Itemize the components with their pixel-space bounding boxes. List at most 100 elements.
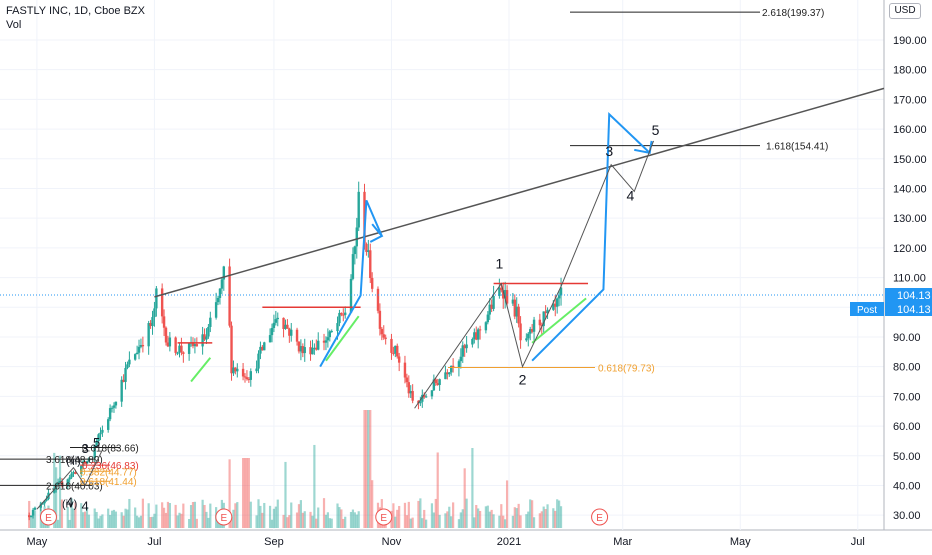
ascending-trendline [154, 87, 885, 298]
candle-body [555, 298, 559, 307]
candle-body [301, 346, 305, 354]
volume-bar [66, 507, 69, 528]
candle-body [336, 323, 339, 332]
price-tick-label: 160.00 [893, 124, 927, 136]
volume-bar [128, 498, 131, 528]
volume-bar [139, 515, 143, 528]
candle-body [203, 334, 206, 340]
volume-bar [189, 505, 193, 528]
price-tick-label: 170.00 [893, 94, 927, 106]
candle-body [45, 499, 48, 501]
candle-body [527, 333, 530, 339]
candle-body [392, 352, 395, 354]
candle-body [290, 329, 293, 336]
projection-arrow [369, 223, 384, 243]
candle-body [164, 327, 168, 343]
volume-bar [147, 503, 150, 528]
volume-bar [299, 500, 302, 528]
candle-body [122, 379, 125, 382]
earnings-marker [375, 508, 393, 526]
volume-bar [342, 518, 345, 528]
candle-body [554, 303, 557, 307]
chart-header: FASTLY INC, 1D, Cboe BZX Vol [6, 4, 145, 32]
volume-bar [411, 517, 414, 528]
volume-bar [93, 508, 96, 528]
candle-body [41, 503, 44, 505]
volume-bar [403, 502, 407, 528]
volume-bar [371, 480, 374, 528]
fib-level-label: 1.618(154.41) [766, 142, 828, 153]
time-tick-label: May [730, 536, 751, 548]
price-tick-label: 150.00 [893, 154, 927, 166]
candle-body [473, 332, 476, 340]
volume-bar [124, 508, 127, 528]
candle-body [457, 361, 461, 368]
volume-bar [295, 512, 299, 528]
volume-bar [107, 508, 110, 528]
volume-bar [83, 511, 87, 528]
volume-bar [241, 458, 245, 528]
candle-body [421, 394, 424, 402]
candle-body [459, 356, 463, 362]
volume-bar [301, 512, 304, 528]
volume-bar [122, 515, 125, 528]
volume-bar [502, 515, 505, 528]
projection-arrow [634, 140, 653, 155]
volume-bar [110, 510, 114, 528]
candle-body [382, 334, 385, 338]
volume-bar [349, 511, 353, 528]
candles [27, 181, 563, 521]
volume-label: Vol [6, 19, 22, 31]
candle-body [326, 337, 330, 341]
candle-body [405, 377, 409, 383]
candle-body [276, 317, 279, 320]
candle-body [471, 339, 474, 345]
volume-bar [409, 518, 412, 528]
candle-body [557, 295, 561, 299]
volume-bar [249, 501, 252, 528]
candle-body [162, 316, 166, 328]
price-tick-label: 40.00 [893, 480, 921, 492]
price-tick-label: 190.00 [893, 35, 927, 47]
candle-body [228, 266, 231, 326]
volume-bar [552, 508, 555, 528]
time-tick-label: May [27, 536, 48, 548]
candle-body [31, 509, 35, 516]
volume-bar [99, 515, 102, 528]
volume-bar [457, 519, 461, 528]
volume-bar [477, 508, 480, 528]
candle-body [303, 347, 306, 354]
volume-bar [85, 507, 89, 528]
candle-body [214, 302, 218, 318]
fib-level-label: 3.618(48.89) [46, 455, 103, 466]
candle-body [492, 295, 495, 309]
volume-bar [195, 518, 198, 528]
candle-body [139, 344, 143, 347]
candle-body [369, 250, 372, 278]
volume-bar [68, 519, 71, 528]
volume-bar [434, 498, 437, 528]
volume-bar [544, 509, 547, 528]
volume-bar [446, 511, 449, 528]
volume-bar [259, 505, 262, 528]
volume-bar [228, 459, 231, 528]
volume-bar [336, 503, 339, 528]
volume-bar [60, 499, 64, 528]
candle-body [542, 311, 545, 327]
wave-label: (iv) [62, 499, 77, 511]
volume-bar [425, 519, 428, 528]
volume-bar [394, 516, 397, 528]
candle-body [112, 405, 116, 408]
candle-body [108, 408, 112, 420]
volume-bar [297, 504, 301, 528]
currency-button[interactable]: USD [889, 3, 921, 19]
volume-bar [284, 461, 287, 528]
candle-body [56, 482, 60, 485]
candle-body [511, 299, 515, 304]
candle-body [490, 304, 493, 309]
candle-body [220, 279, 224, 289]
volume-bar [463, 468, 466, 528]
post-price-value: 104.13 [897, 304, 931, 316]
